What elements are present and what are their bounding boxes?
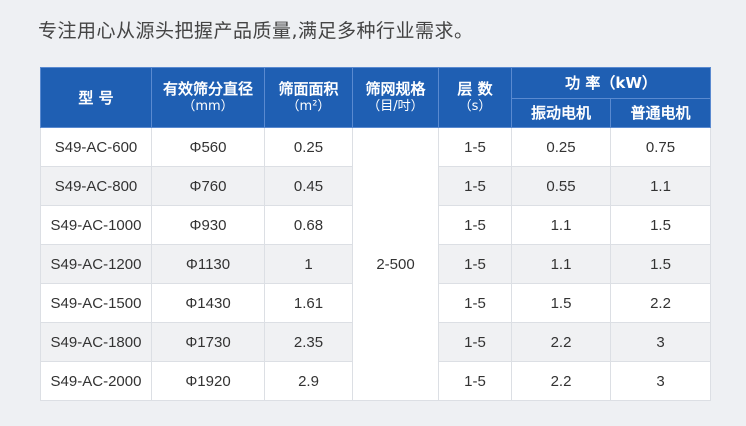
table-row: S49-AC-800 Φ760 0.45 1-5 0.55 1.1 (40, 166, 711, 206)
header-mesh: 筛网规格 （目/吋） (352, 67, 439, 128)
cell-model: S49-AC-1200 (40, 244, 152, 284)
header-model: 型 号 (40, 67, 152, 128)
cell-vib-motor: 1.1 (511, 244, 611, 284)
cell-layers: 1-5 (438, 244, 512, 284)
cell-model: S49-AC-600 (40, 127, 152, 167)
cell-model: S49-AC-2000 (40, 361, 152, 401)
cell-area: 2.35 (264, 322, 353, 362)
cell-mesh: 2-500 (352, 127, 439, 401)
cell-area: 0.45 (264, 166, 353, 206)
cell-vib-motor: 0.55 (511, 166, 611, 206)
header-power: 功 率（kW） (511, 67, 711, 99)
cell-vib-motor: 2.2 (511, 322, 611, 362)
cell-layers: 1-5 (438, 166, 512, 206)
cell-area: 0.68 (264, 205, 353, 245)
cell-diameter: Φ1920 (151, 361, 265, 401)
table-row: S49-AC-2000 Φ1920 2.9 1-5 2.2 3 (40, 361, 711, 401)
table-row: S49-AC-1200 Φ1130 1 1-5 1.1 1.5 (40, 244, 711, 284)
header-normal-motor: 普通电机 (610, 98, 711, 128)
cell-normal-motor: 2.2 (610, 283, 711, 323)
cell-vib-motor: 1.5 (511, 283, 611, 323)
cell-normal-motor: 1.1 (610, 166, 711, 206)
cell-normal-motor: 1.5 (610, 244, 711, 284)
cell-diameter: Φ560 (151, 127, 265, 167)
cell-diameter: Φ1130 (151, 244, 265, 284)
cell-layers: 1-5 (438, 283, 512, 323)
table-row: S49-AC-1500 Φ1430 1.61 1-5 1.5 2.2 (40, 283, 711, 323)
cell-normal-motor: 3 (610, 361, 711, 401)
cell-vib-motor: 1.1 (511, 205, 611, 245)
cell-layers: 1-5 (438, 127, 512, 167)
cell-layers: 1-5 (438, 205, 512, 245)
spec-table: 型 号 有效筛分直径 （mm） 筛面面积 （m²） 筛网规格 （目/吋） 层 数（s）… (40, 67, 711, 401)
table-row: S49-AC-1000 Φ930 0.68 1-5 1.1 1.5 (40, 205, 711, 245)
header-area: 筛面面积 （m²） (264, 67, 353, 128)
cell-normal-motor: 1.5 (610, 205, 711, 245)
cell-area: 1 (264, 244, 353, 284)
cell-layers: 1-5 (438, 361, 512, 401)
cell-normal-motor: 3 (610, 322, 711, 362)
cell-model: S49-AC-800 (40, 166, 152, 206)
cell-area: 2.9 (264, 361, 353, 401)
cell-diameter: Φ930 (151, 205, 265, 245)
table-row: S49-AC-1800 Φ1730 2.35 1-5 2.2 3 (40, 322, 711, 362)
header-diameter: 有效筛分直径 （mm） (151, 67, 265, 128)
cell-diameter: Φ1430 (151, 283, 265, 323)
cell-model: S49-AC-1800 (40, 322, 152, 362)
cell-diameter: Φ760 (151, 166, 265, 206)
header-vib-motor: 振动电机 (511, 98, 611, 128)
cell-vib-motor: 0.25 (511, 127, 611, 167)
cell-area: 1.61 (264, 283, 353, 323)
cell-normal-motor: 0.75 (610, 127, 711, 167)
table-row: S49-AC-600 Φ560 0.25 2-500 1-5 0.25 0.75 (40, 127, 711, 401)
header-layers: 层 数（s） (438, 67, 512, 128)
cell-layers: 1-5 (438, 322, 512, 362)
cell-vib-motor: 2.2 (511, 361, 611, 401)
cell-area: 0.25 (264, 127, 353, 167)
intro-text: 专注用心从源头把握产品质量,满足多种行业需求。 (38, 20, 474, 42)
cell-model: S49-AC-1000 (40, 205, 152, 245)
cell-model: S49-AC-1500 (40, 283, 152, 323)
cell-diameter: Φ1730 (151, 322, 265, 362)
